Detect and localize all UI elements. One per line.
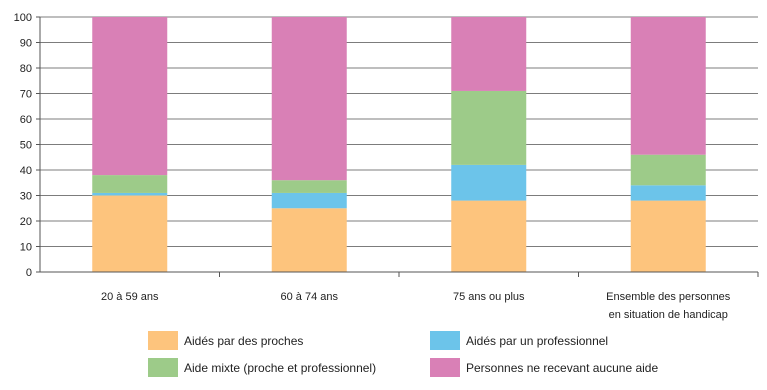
bar-segment (92, 192, 168, 196)
legend-label: Personnes ne recevant aucune aide (466, 361, 658, 375)
bar-segment (451, 164, 527, 201)
x-tick-label: 75 ans ou plus (453, 291, 525, 303)
legend-swatch (430, 358, 460, 377)
legend-swatch (148, 331, 178, 350)
x-tick-label: 20 à 59 ans (101, 291, 159, 303)
y-tick-label: 40 (20, 165, 32, 177)
x-tick-label: Ensemble des personnes (606, 291, 731, 303)
y-tick-label: 20 (20, 216, 32, 228)
bar-segment (630, 154, 706, 186)
bars (92, 17, 706, 272)
legend-swatch (430, 331, 460, 350)
y-tick-label: 30 (20, 191, 32, 203)
bar-segment (451, 90, 527, 165)
y-tick-label: 10 (20, 242, 32, 254)
x-axis: 20 à 59 ans 60 à 74 ans 75 ans ou plus Ense… (40, 271, 759, 321)
y-axis: 0 10 20 30 40 50 60 70 80 90 100 (14, 12, 41, 279)
y-tick-label: 50 (20, 140, 32, 152)
bar-segment (451, 200, 527, 272)
y-tick-label: 0 (26, 267, 32, 279)
bar-segment (271, 208, 347, 272)
bar-segment (92, 195, 168, 272)
x-tick-label: en situation de handicap (609, 309, 728, 321)
legend: Aidés par des proches Aidés par un profes… (148, 331, 658, 377)
bar-segment (271, 17, 347, 181)
y-tick-label: 80 (20, 63, 32, 75)
bar-segment (271, 180, 347, 193)
y-tick-label: 60 (20, 114, 32, 126)
bar-segment (630, 200, 706, 272)
bar-segment (630, 17, 706, 155)
bar-segment (92, 175, 168, 193)
y-tick-label: 70 (20, 89, 32, 101)
bar-segment (451, 17, 527, 91)
legend-label: Aidés par des proches (184, 334, 303, 348)
legend-label: Aidés par un professionnel (466, 334, 608, 348)
y-tick-label: 90 (20, 38, 32, 50)
y-tick-label: 100 (14, 12, 32, 24)
legend-swatch (148, 358, 178, 377)
bar-segment (92, 17, 168, 176)
bar-segment (630, 185, 706, 201)
x-tick-label: 60 à 74 ans (281, 291, 339, 303)
legend-label: Aide mixte (proche et professionnel) (184, 361, 376, 375)
bar-segment (271, 192, 347, 209)
